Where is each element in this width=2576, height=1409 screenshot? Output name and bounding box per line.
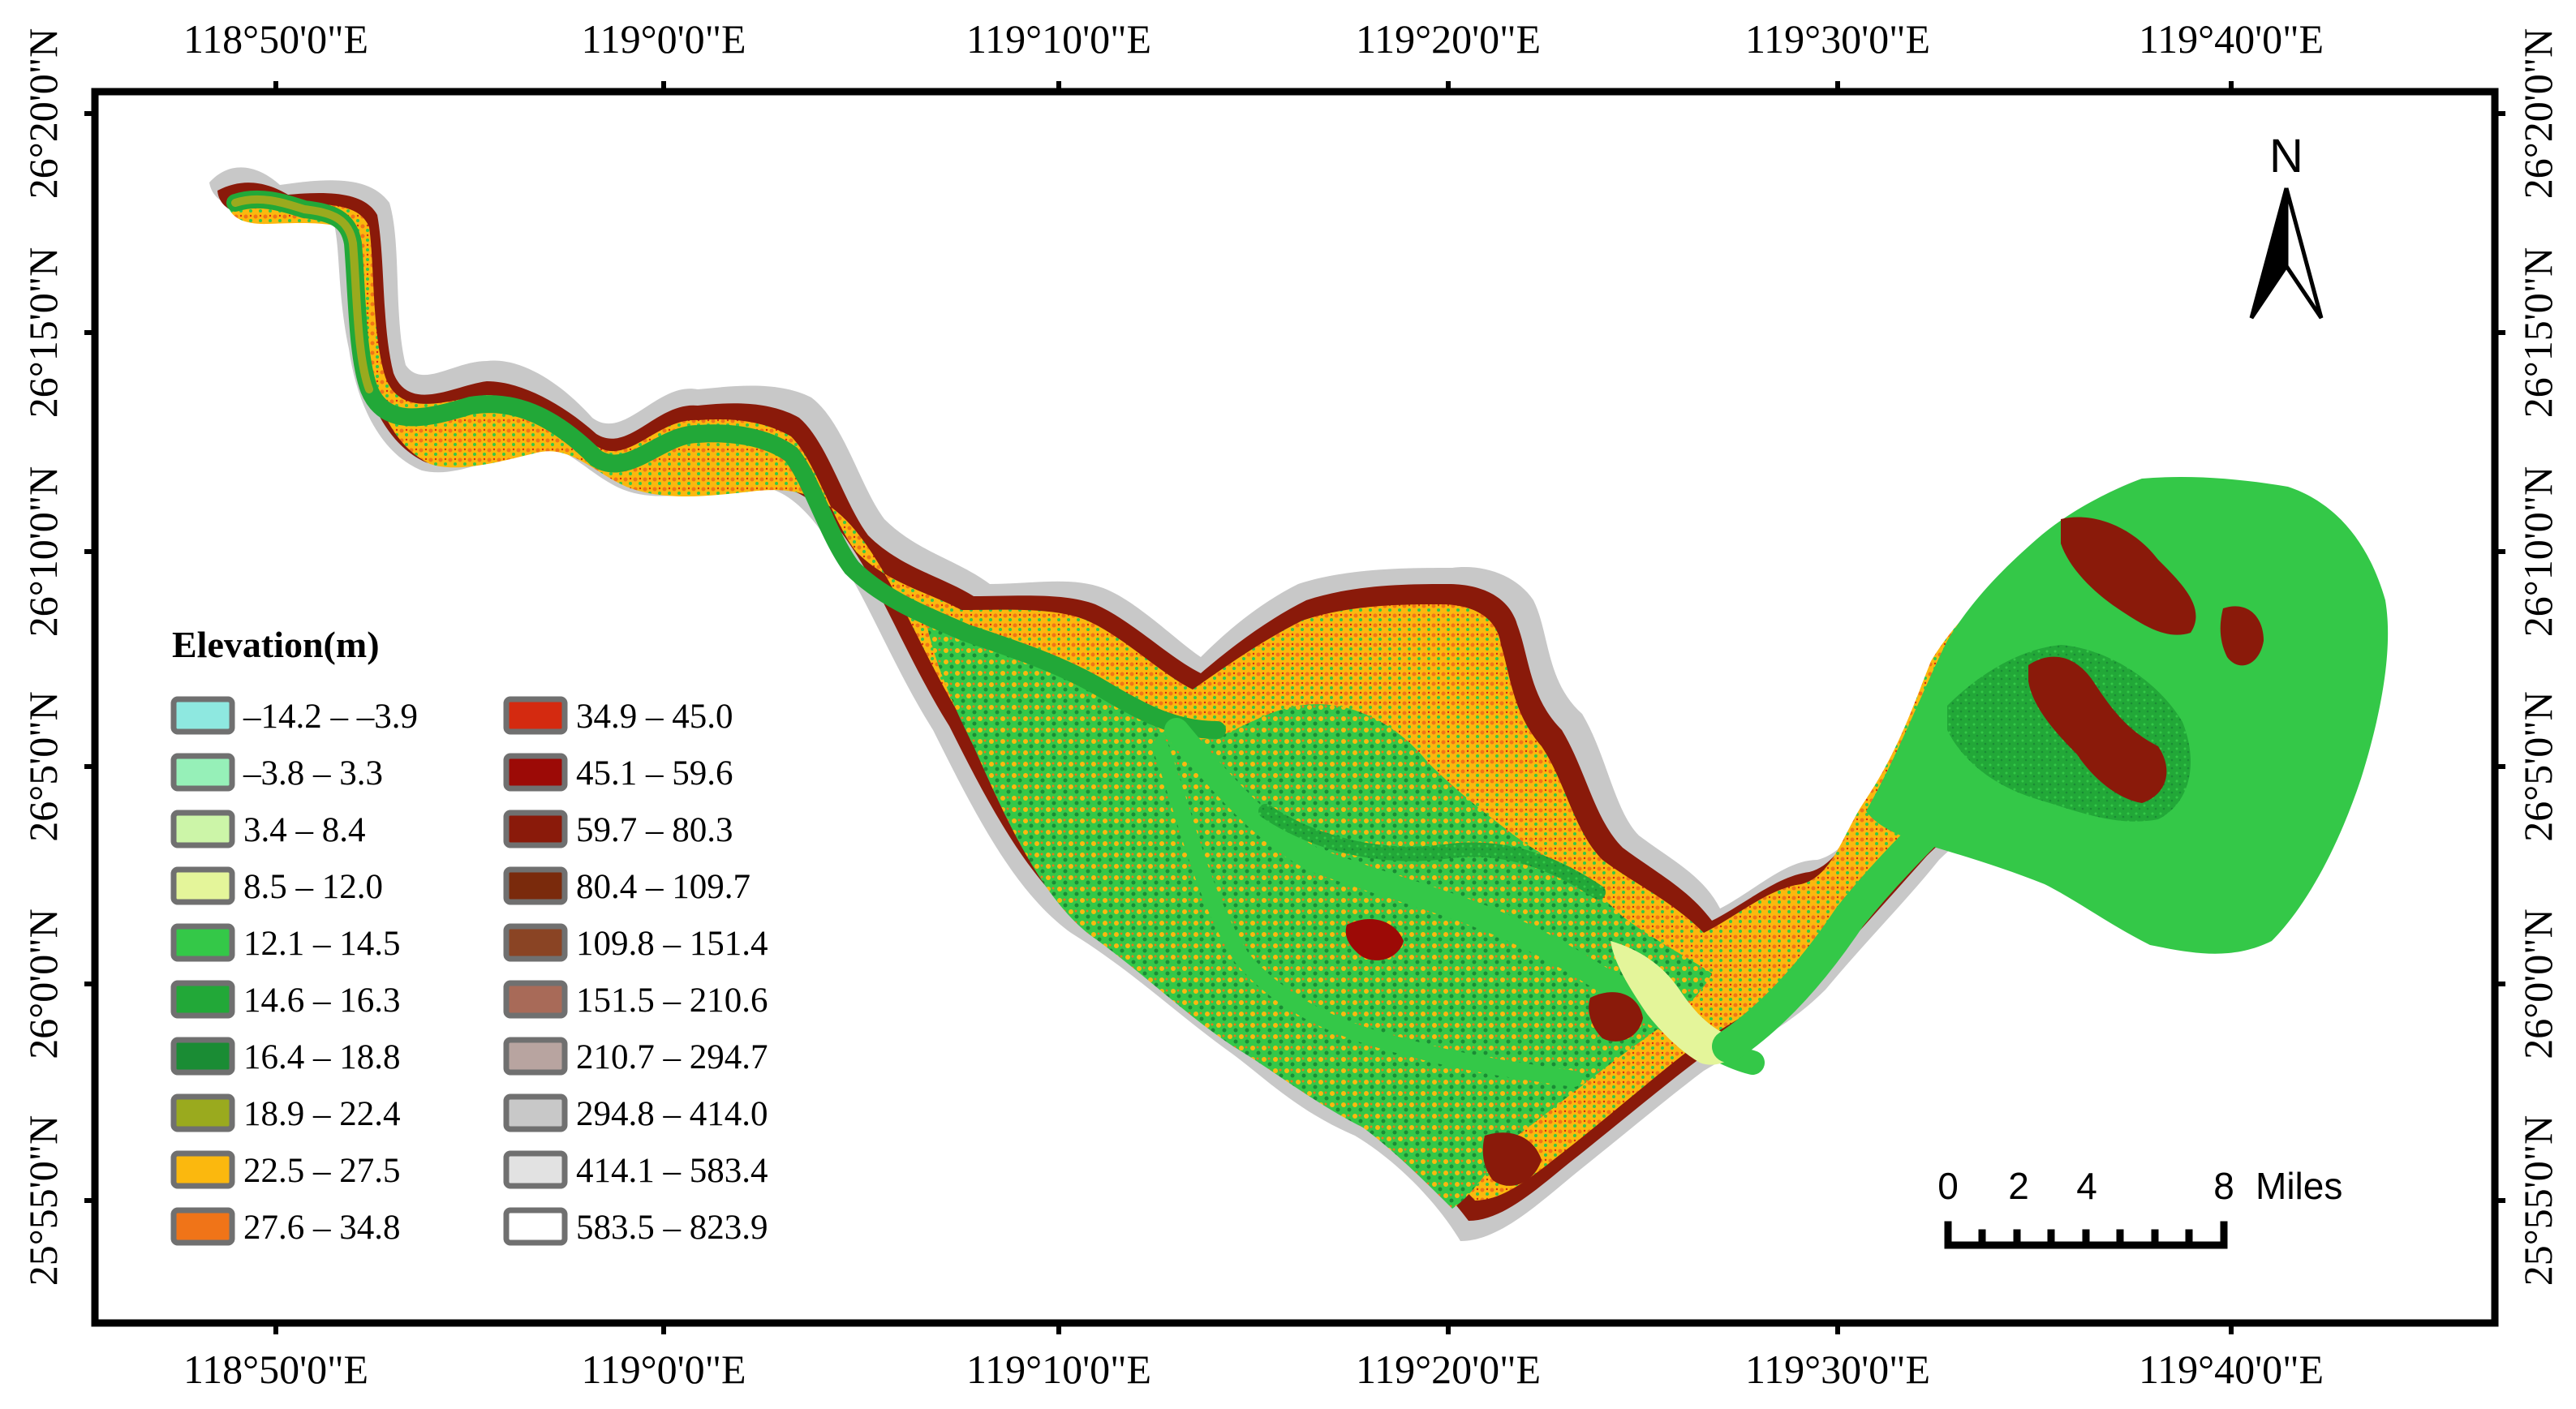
legend-swatch — [503, 866, 568, 905]
legend: Elevation(m) –14.2 – –3.9 –3.8 – 3.3 3.4… — [170, 624, 768, 1247]
right-tick-label: 26°20'0"N — [2515, 28, 2561, 200]
left-tick-label: 25°55'0"N — [20, 1115, 66, 1287]
legend-swatch — [503, 1150, 568, 1189]
legend-label: 18.9 – 22.4 — [243, 1095, 401, 1133]
legend-label: –14.2 – –3.9 — [243, 698, 418, 736]
legend-swatch — [170, 1207, 235, 1246]
legend-swatch — [503, 696, 568, 735]
legend-label: 583.5 – 823.9 — [576, 1209, 768, 1247]
legend-swatch — [503, 980, 568, 1019]
legend-swatch — [503, 753, 568, 792]
top-tick-label: 119°10'0"E — [966, 16, 1151, 62]
bottom-tick-label: 119°20'0"E — [1356, 1347, 1541, 1392]
bottom-tick-label: 119°10'0"E — [966, 1347, 1151, 1392]
top-tick-label: 119°30'0"E — [1745, 16, 1930, 62]
top-tick-label: 119°0'0"E — [581, 16, 746, 62]
legend-label: 34.9 – 45.0 — [576, 698, 733, 736]
frame-tick-marks — [84, 81, 2505, 1334]
right-tick-label: 26°5'0"N — [2515, 691, 2561, 842]
legend-swatch — [170, 1093, 235, 1132]
legend-swatch — [503, 923, 568, 962]
scale-label: 8 — [2213, 1165, 2234, 1207]
legend-swatch — [503, 1207, 568, 1246]
right-tick-label: 25°55'0"N — [2515, 1115, 2561, 1287]
left-tick-label: 26°15'0"N — [20, 247, 66, 419]
left-tick-label: 26°5'0"N — [20, 691, 66, 842]
bottom-tick-label: 119°30'0"E — [1745, 1347, 1930, 1392]
elevation-raster — [209, 167, 2389, 1241]
top-longitude-labels: 118°50'0"E 119°0'0"E 119°10'0"E 119°20'0… — [183, 16, 2324, 62]
left-latitude-labels: 26°20'0"N 26°15'0"N 26°10'0"N 26°5'0"N 2… — [20, 28, 66, 1287]
scale-label: 0 — [1937, 1165, 1959, 1207]
bottom-tick-label: 119°40'0"E — [2139, 1347, 2324, 1392]
north-arrow-label: N — [2269, 130, 2303, 183]
bottom-tick-label: 119°0'0"E — [581, 1347, 746, 1392]
legend-label: 12.1 – 14.5 — [243, 925, 401, 963]
right-latitude-labels: 26°20'0"N 26°15'0"N 26°10'0"N 26°5'0"N 2… — [2515, 28, 2561, 1287]
legend-label: 3.4 – 8.4 — [243, 811, 366, 849]
legend-label: 80.4 – 109.7 — [576, 868, 750, 906]
right-tick-label: 26°10'0"N — [2515, 466, 2561, 638]
legend-swatch — [170, 810, 235, 848]
legend-swatch — [503, 1093, 568, 1132]
legend-swatch — [170, 1037, 235, 1076]
legend-swatch — [503, 810, 568, 848]
legend-swatch — [170, 1150, 235, 1189]
north-arrow: N — [2249, 130, 2324, 320]
scale-unit: Miles — [2256, 1165, 2342, 1207]
legend-swatch — [170, 696, 235, 735]
left-tick-label: 26°20'0"N — [20, 28, 66, 200]
top-tick-label: 118°50'0"E — [183, 16, 368, 62]
legend-label: 16.4 – 18.8 — [243, 1038, 401, 1076]
legend-swatch — [503, 1037, 568, 1076]
right-tick-label: 26°15'0"N — [2515, 247, 2561, 419]
legend-column-2: 34.9 – 45.0 45.1 – 59.6 59.7 – 80.3 80.4… — [503, 696, 768, 1247]
right-tick-label: 26°0'0"N — [2515, 909, 2561, 1059]
legend-swatch — [170, 866, 235, 905]
legend-label: 14.6 – 16.3 — [243, 982, 401, 1020]
legend-column-1: –14.2 – –3.9 –3.8 – 3.3 3.4 – 8.4 8.5 – … — [170, 696, 418, 1247]
legend-label: 414.1 – 583.4 — [576, 1152, 768, 1190]
scale-bar-ruler — [1944, 1221, 2228, 1249]
legend-label: 210.7 – 294.7 — [576, 1038, 768, 1076]
legend-label: 45.1 – 59.6 — [576, 754, 733, 793]
legend-label: 27.6 – 34.8 — [243, 1209, 401, 1247]
legend-label: 59.7 – 80.3 — [576, 811, 733, 849]
legend-swatch — [170, 923, 235, 962]
scale-label: 2 — [2008, 1165, 2029, 1207]
legend-label: –3.8 – 3.3 — [243, 754, 383, 793]
scale-label: 4 — [2076, 1165, 2097, 1207]
bottom-longitude-labels: 118°50'0"E 119°0'0"E 119°10'0"E 119°20'0… — [183, 1347, 2324, 1392]
legend-label: 8.5 – 12.0 — [243, 868, 383, 906]
legend-swatch — [170, 753, 235, 792]
top-tick-label: 119°20'0"E — [1356, 16, 1541, 62]
map-frame — [91, 88, 2499, 1327]
legend-swatch — [170, 980, 235, 1019]
legend-label: 109.8 – 151.4 — [576, 925, 768, 963]
top-tick-label: 119°40'0"E — [2139, 16, 2324, 62]
legend-label: 22.5 – 27.5 — [243, 1152, 401, 1190]
legend-label: 294.8 – 414.0 — [576, 1095, 768, 1133]
left-tick-label: 26°10'0"N — [20, 466, 66, 638]
left-tick-label: 26°0'0"N — [20, 909, 66, 1059]
legend-title: Elevation(m) — [172, 624, 380, 665]
scale-bar: 0 2 4 8 Miles — [1937, 1165, 2342, 1249]
legend-label: 151.5 – 210.6 — [576, 982, 768, 1020]
bottom-tick-label: 118°50'0"E — [183, 1347, 368, 1392]
